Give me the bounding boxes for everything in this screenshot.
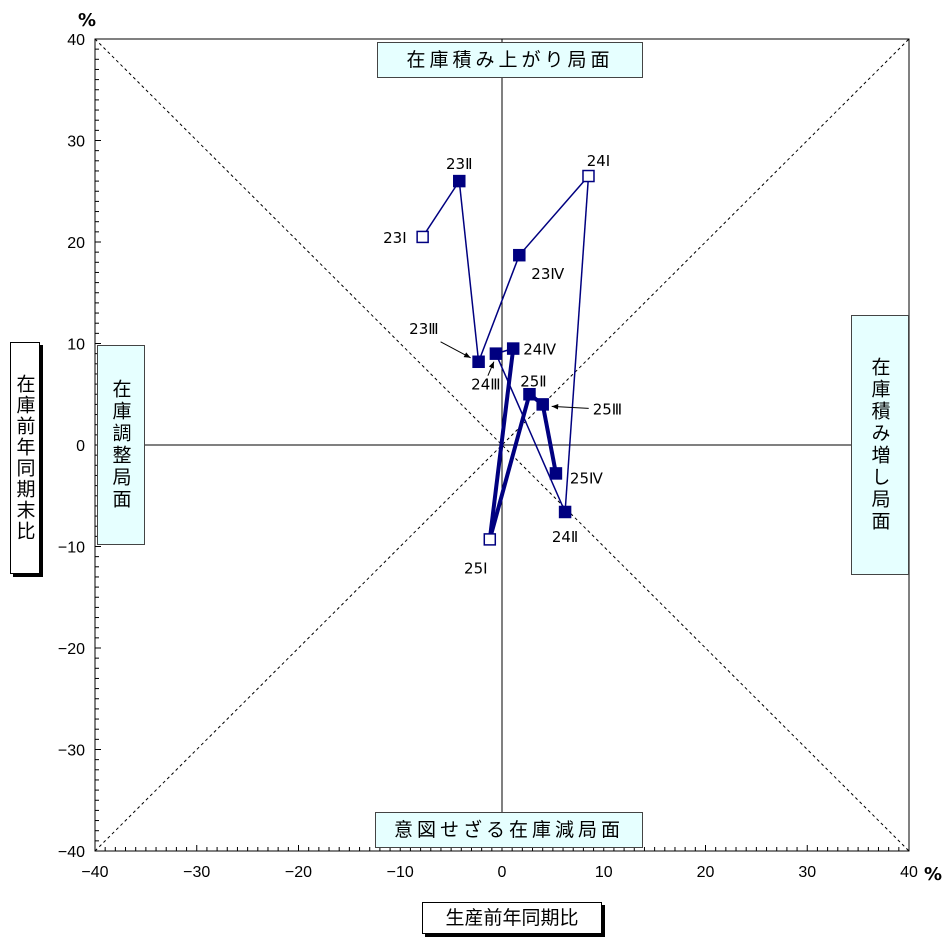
series-segment [518, 175, 590, 256]
data-point-label: 23Ⅰ [383, 229, 407, 247]
label-leader-arrowhead [551, 404, 559, 410]
data-point-marker [582, 169, 595, 183]
y-tick-label: −20 [58, 641, 85, 658]
y-axis-title: 在庫前年同期末比 [10, 342, 40, 574]
y-tick-label: 0 [76, 438, 85, 455]
x-tick-label: −20 [285, 864, 312, 881]
quadrant-right-label: 在庫積み増し局面 [851, 315, 909, 575]
data-point-marker [506, 342, 520, 355]
quadrant-bottom-label: 意図せざる在庫減局面 [375, 812, 643, 848]
quadrant-left-label: 在庫調整局面 [97, 345, 145, 545]
y-tick-label: −40 [58, 844, 85, 861]
label-leader-arrowhead [488, 361, 494, 369]
y-tick-label: −10 [58, 540, 85, 557]
data-point-label: 24Ⅰ [587, 152, 611, 170]
data-point-label: 25Ⅲ [593, 400, 622, 418]
y-unit-label: % [78, 10, 96, 31]
data-point-marker [489, 347, 503, 360]
data-point-marker [513, 248, 526, 262]
series-segment [487, 348, 516, 540]
data-point-marker [483, 533, 497, 546]
series-segment [487, 393, 532, 540]
data-point-label: 25Ⅳ [570, 469, 603, 487]
data-point-label: 25Ⅰ [464, 559, 488, 577]
data-point-marker [523, 388, 536, 401]
quadrant-top-label: 在庫積み上がり局面 [377, 42, 643, 78]
y-tick-label: −30 [58, 743, 85, 760]
data-point-label: 23Ⅱ [446, 155, 472, 173]
x-tick-label: 0 [498, 864, 507, 881]
data-point-marker [416, 230, 429, 244]
x-tick-label: −40 [81, 864, 108, 881]
data-point-marker [536, 398, 549, 411]
x-tick-label: −30 [183, 864, 210, 881]
data-point-marker [453, 174, 466, 188]
data-point-marker [549, 467, 563, 480]
x-tick-label: 20 [697, 864, 715, 881]
series-segment [422, 180, 460, 238]
data-point-label: 24Ⅲ [471, 376, 500, 394]
series-segment [458, 181, 480, 362]
x-tick-label: 30 [798, 864, 816, 881]
data-point-marker [472, 355, 485, 369]
label-leader-arrowhead [463, 352, 471, 358]
y-tick-label: 10 [67, 337, 85, 354]
data-point-label: 25Ⅱ [520, 372, 546, 390]
y-tick-label: 20 [67, 235, 85, 252]
data-point-marker [558, 505, 572, 519]
x-tick-label: −10 [387, 864, 414, 881]
series-segment [564, 175, 590, 513]
data-point-label: 24Ⅳ [523, 341, 556, 359]
x-tick-label: 10 [595, 864, 613, 881]
data-point-label: 23Ⅳ [531, 265, 564, 283]
series-segment [540, 404, 558, 474]
series-segment [477, 254, 520, 363]
x-unit-label: % [924, 864, 942, 885]
data-point-label: 23Ⅲ [409, 320, 438, 338]
x-axis-title: 生産前年同期比 [422, 902, 602, 934]
y-tick-label: 40 [67, 32, 85, 49]
x-tick-label: 40 [900, 864, 918, 881]
y-tick-label: 30 [67, 134, 85, 151]
data-point-label: 24Ⅱ [552, 528, 578, 546]
